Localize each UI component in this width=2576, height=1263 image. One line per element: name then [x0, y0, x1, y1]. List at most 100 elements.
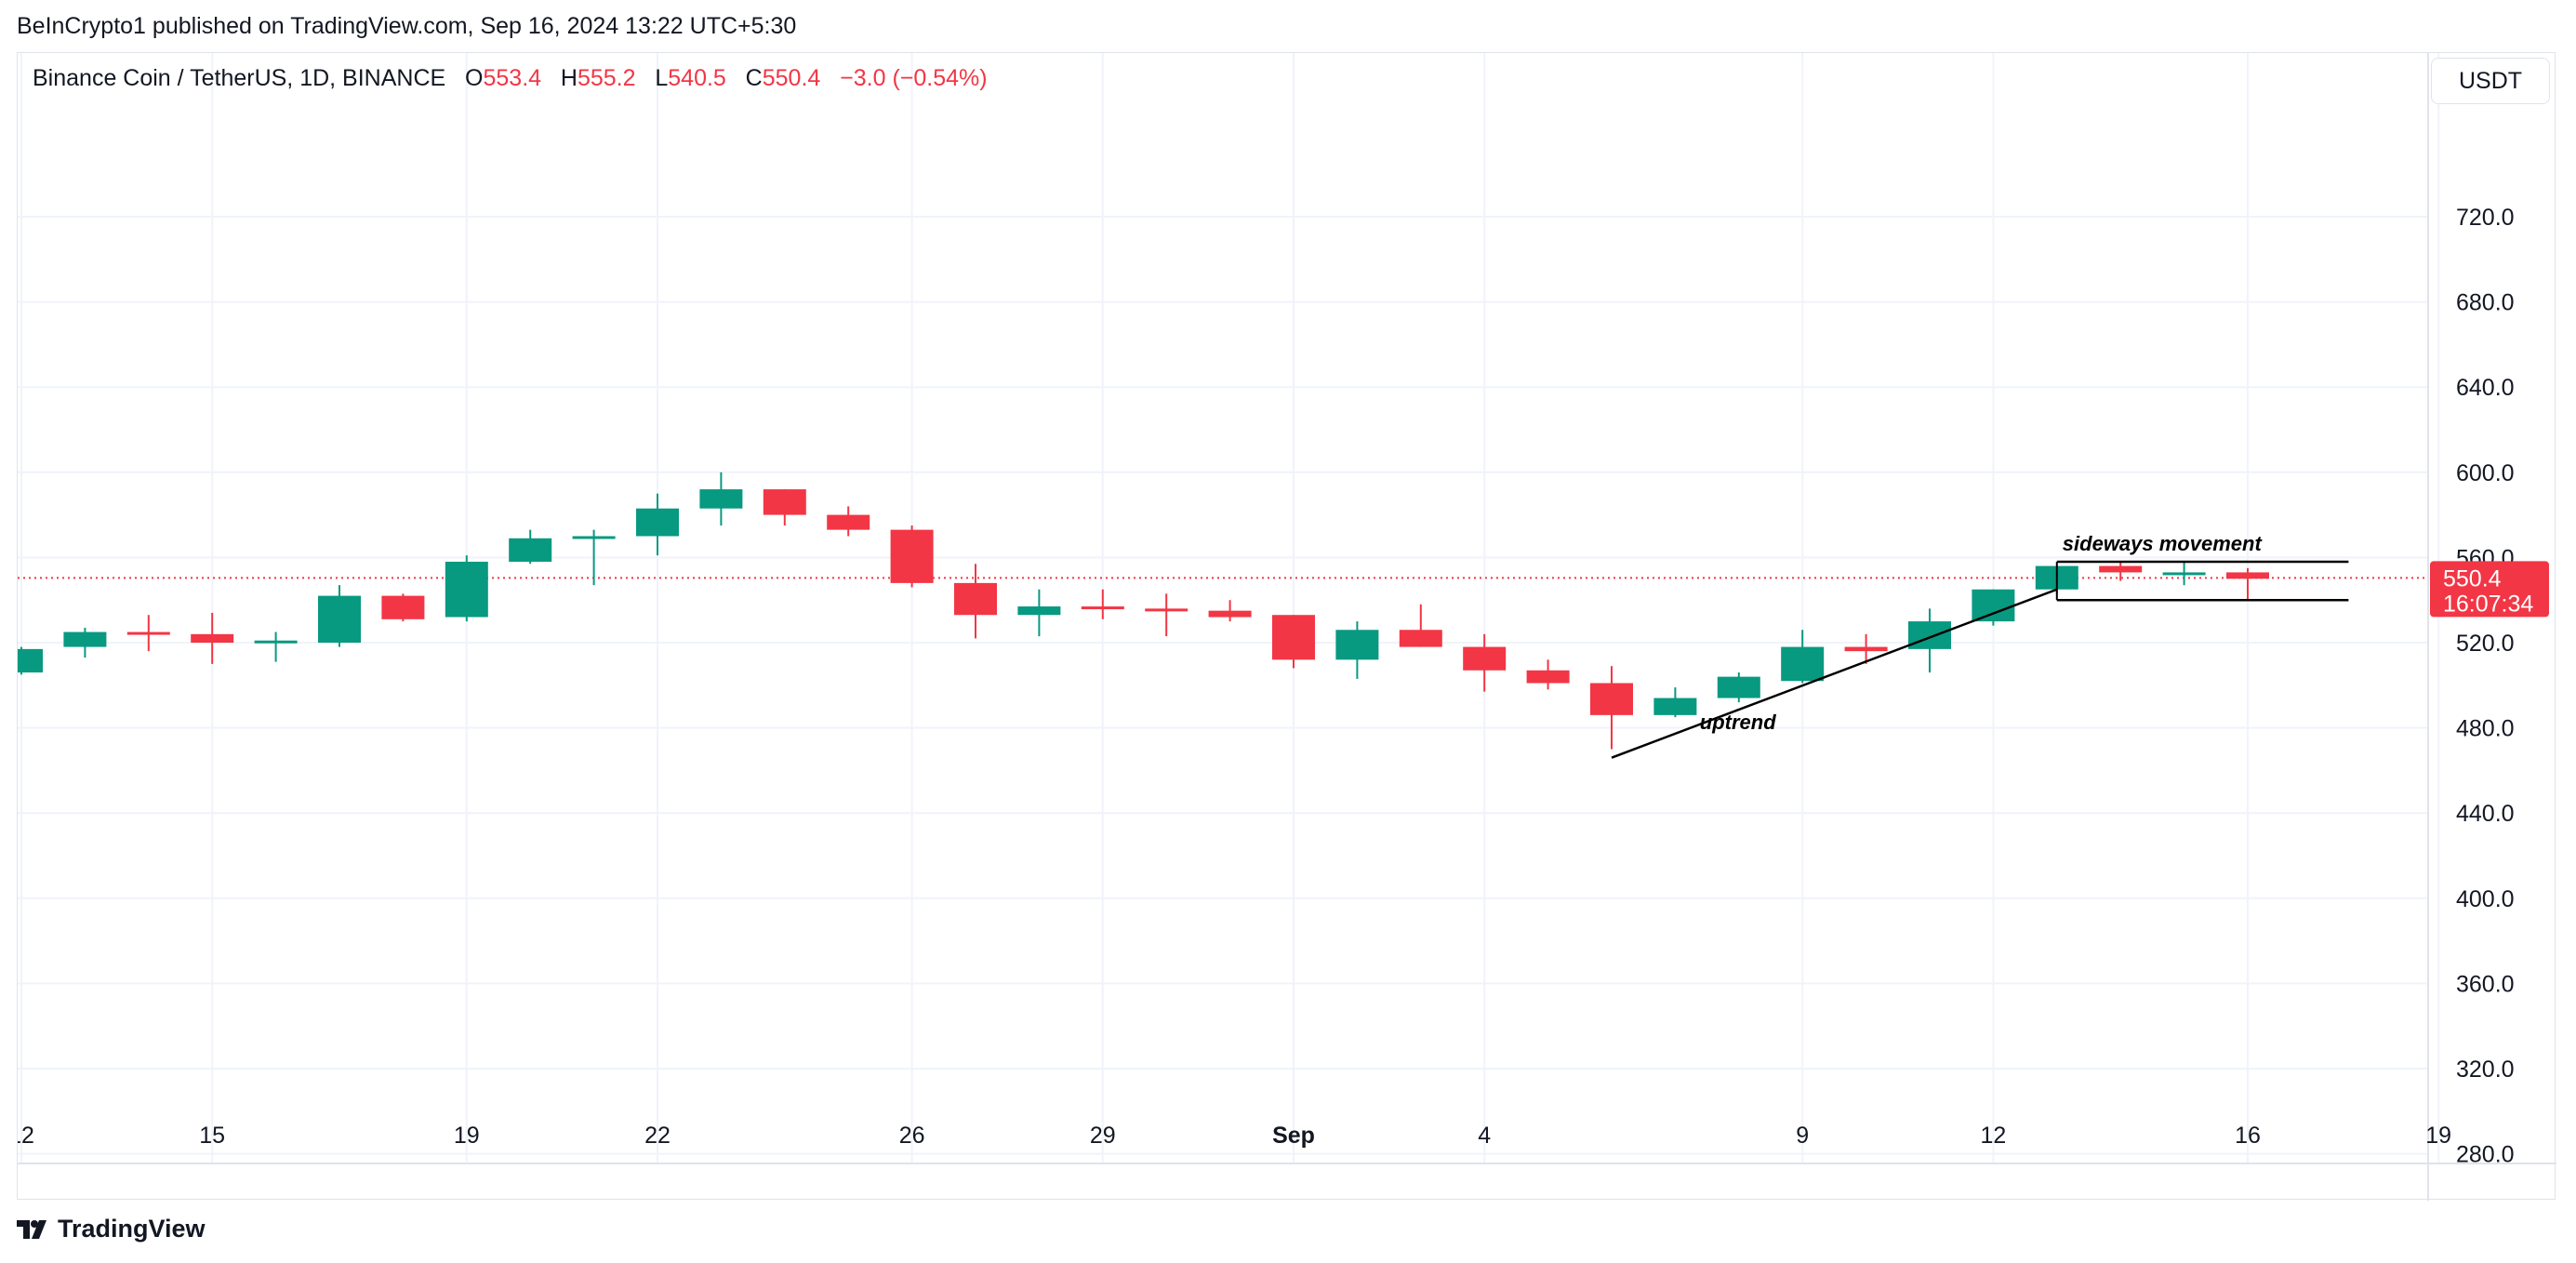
candle-body [63, 632, 107, 647]
x-tick-label: 9 [1796, 1123, 1809, 1149]
price-tag: 550.416:07:34 [2430, 561, 2549, 618]
x-tick-label: 19 [454, 1123, 480, 1149]
x-tick-label: 26 [899, 1123, 925, 1149]
candle[interactable] [890, 525, 934, 588]
candle[interactable] [1145, 593, 1188, 637]
candle[interactable] [954, 564, 997, 639]
close-value: 550.4 [762, 65, 821, 91]
candle[interactable] [1335, 621, 1379, 679]
candle-body [1781, 646, 1825, 682]
candle-body [827, 514, 870, 530]
candle[interactable] [1590, 666, 1633, 750]
price-chart[interactable]: sideways movement uptrend 720.0 680.0 640.0… [18, 53, 2556, 1201]
candle[interactable] [1463, 633, 1507, 692]
candle-body [1590, 683, 1633, 715]
tradingview-logo[interactable]: TradingView [17, 1215, 206, 1243]
x-tick-label: 22 [644, 1123, 671, 1149]
candle-body [1145, 608, 1188, 612]
candle-body [1908, 621, 1951, 649]
y-tick-label: 680.0 [2456, 290, 2515, 316]
candle-body [636, 508, 679, 537]
y-tick-label: 360.0 [2456, 971, 2515, 997]
price-tag-value: 550.4 [2443, 565, 2502, 592]
candle-body [445, 561, 488, 618]
candle[interactable] [763, 489, 806, 526]
candle[interactable] [1717, 672, 1760, 703]
candle[interactable] [254, 632, 298, 662]
y-tick-label: 520.0 [2456, 631, 2515, 657]
candle[interactable] [1781, 630, 1825, 684]
high-label: H [560, 65, 578, 91]
x-tick-label: 12 [1980, 1123, 2006, 1149]
brand-name: TradingView [58, 1215, 206, 1243]
candle[interactable] [2099, 561, 2143, 581]
candle-body [2162, 572, 2206, 576]
candle[interactable] [827, 506, 870, 537]
candle-body [1208, 610, 1252, 618]
uptrend-label: uptrend [1700, 711, 1776, 734]
sideways-movement-label: sideways movement [2063, 532, 2264, 555]
candle[interactable] [509, 529, 552, 565]
y-tick-label: 600.0 [2456, 460, 2515, 486]
y-tick-label: 480.0 [2456, 716, 2515, 742]
candle[interactable] [699, 472, 743, 526]
candle-body [1844, 646, 1888, 652]
candle[interactable] [126, 615, 170, 652]
candle[interactable] [191, 612, 234, 664]
candle-body [2226, 572, 2269, 579]
candle-body [1972, 589, 2015, 622]
candle-body [699, 489, 743, 509]
candle-body [1335, 630, 1379, 660]
low-label: L [655, 65, 669, 91]
candle[interactable] [1399, 604, 1442, 647]
candle[interactable] [63, 627, 107, 658]
candle-body [318, 595, 361, 643]
candle[interactable] [1653, 687, 1697, 718]
candle[interactable] [1081, 589, 1124, 619]
change-value: −3.0 (−0.54%) [840, 65, 988, 91]
candle[interactable] [2162, 561, 2206, 586]
candle[interactable] [1972, 589, 2015, 626]
candle[interactable] [18, 646, 43, 675]
time-axis: 12 15 19 22 26 29 Sep 4 9 12 16 19 [18, 1123, 2556, 1164]
x-tick-label: 15 [199, 1123, 225, 1149]
high-value: 555.2 [577, 65, 636, 91]
tradingview-icon [17, 1219, 46, 1239]
candle[interactable] [636, 493, 679, 556]
open-label: O [465, 65, 484, 91]
candle[interactable] [445, 555, 488, 622]
candle-body [1463, 646, 1507, 671]
chart-frame: sideways movement uptrend 720.0 680.0 640.0… [17, 52, 2556, 1201]
candle-body [1653, 698, 1697, 715]
symbol-legend: Binance Coin / TetherUS, 1D, BINANCE O55… [33, 65, 988, 92]
candle[interactable] [1908, 608, 1951, 673]
candle-body [254, 640, 298, 644]
candle-body [763, 489, 806, 515]
candle-body [18, 648, 43, 673]
candle-body [1399, 630, 1442, 647]
y-tick-label: 320.0 [2456, 1057, 2515, 1083]
candle[interactable] [381, 593, 425, 622]
y-tick-label: 440.0 [2456, 801, 2515, 827]
symbol-name[interactable]: Binance Coin / TetherUS, 1D, BINANCE [33, 65, 446, 91]
candle[interactable] [1208, 600, 1252, 622]
candle[interactable] [1526, 659, 1570, 690]
candle[interactable] [1017, 589, 1061, 637]
candle[interactable] [572, 529, 616, 586]
candle[interactable] [1844, 633, 1888, 664]
candle-body [1017, 606, 1061, 616]
candle-body [1526, 670, 1570, 684]
price-axis: 720.0680.0640.0600.0560.0520.0480.0440.0… [2427, 53, 2549, 1201]
x-tick-label: 16 [2235, 1123, 2261, 1149]
uptrend-line[interactable] [1611, 588, 2058, 759]
currency-button[interactable]: USDT [2431, 58, 2550, 104]
candle-body [1081, 606, 1124, 610]
annotations: sideways movement uptrend [1611, 532, 2349, 759]
candle[interactable] [1272, 615, 1315, 669]
x-tick-label: 29 [1090, 1123, 1116, 1149]
candle[interactable] [318, 585, 361, 647]
open-value: 553.4 [483, 65, 542, 91]
published-info: BeInCrypto1 published on TradingView.com… [17, 13, 797, 39]
candle[interactable] [2226, 567, 2269, 601]
x-tick-label: 19 [2425, 1123, 2451, 1149]
